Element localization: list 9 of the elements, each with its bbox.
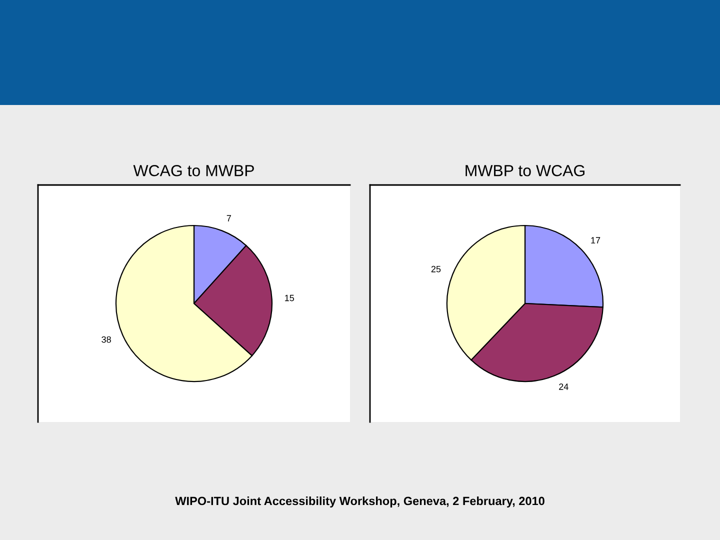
data-label: 15 bbox=[285, 294, 294, 302]
data-label: 17 bbox=[591, 237, 600, 244]
data-label: 25 bbox=[431, 266, 441, 272]
data-label: 7 bbox=[226, 215, 231, 222]
chart-title: WCAG to MWBP bbox=[133, 164, 254, 176]
chart-title: MWBP to WCAG bbox=[466, 164, 584, 176]
data-label: 38 bbox=[102, 336, 111, 343]
text: WIPO-ITU Joint Accessibility Workshop, Geneva, 2 February, 2010 bbox=[175, 496, 544, 508]
data-label: 24 bbox=[559, 384, 568, 390]
